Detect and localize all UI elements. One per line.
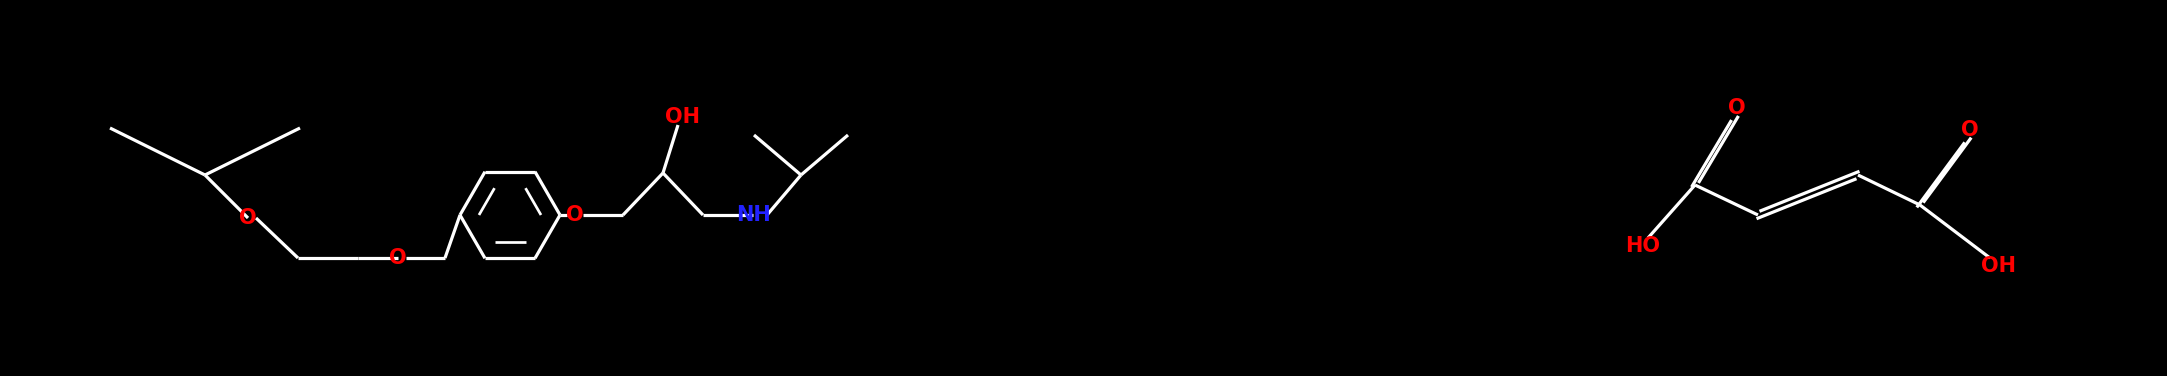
Text: O: O <box>566 205 583 225</box>
Text: O: O <box>1729 98 1747 118</box>
Text: OH: OH <box>665 107 700 127</box>
Text: NH: NH <box>735 205 771 225</box>
Text: O: O <box>1961 120 1978 140</box>
Text: HO: HO <box>1625 236 1660 256</box>
Text: O: O <box>390 248 407 268</box>
Text: OH: OH <box>1981 256 2015 276</box>
Text: O: O <box>238 208 258 228</box>
